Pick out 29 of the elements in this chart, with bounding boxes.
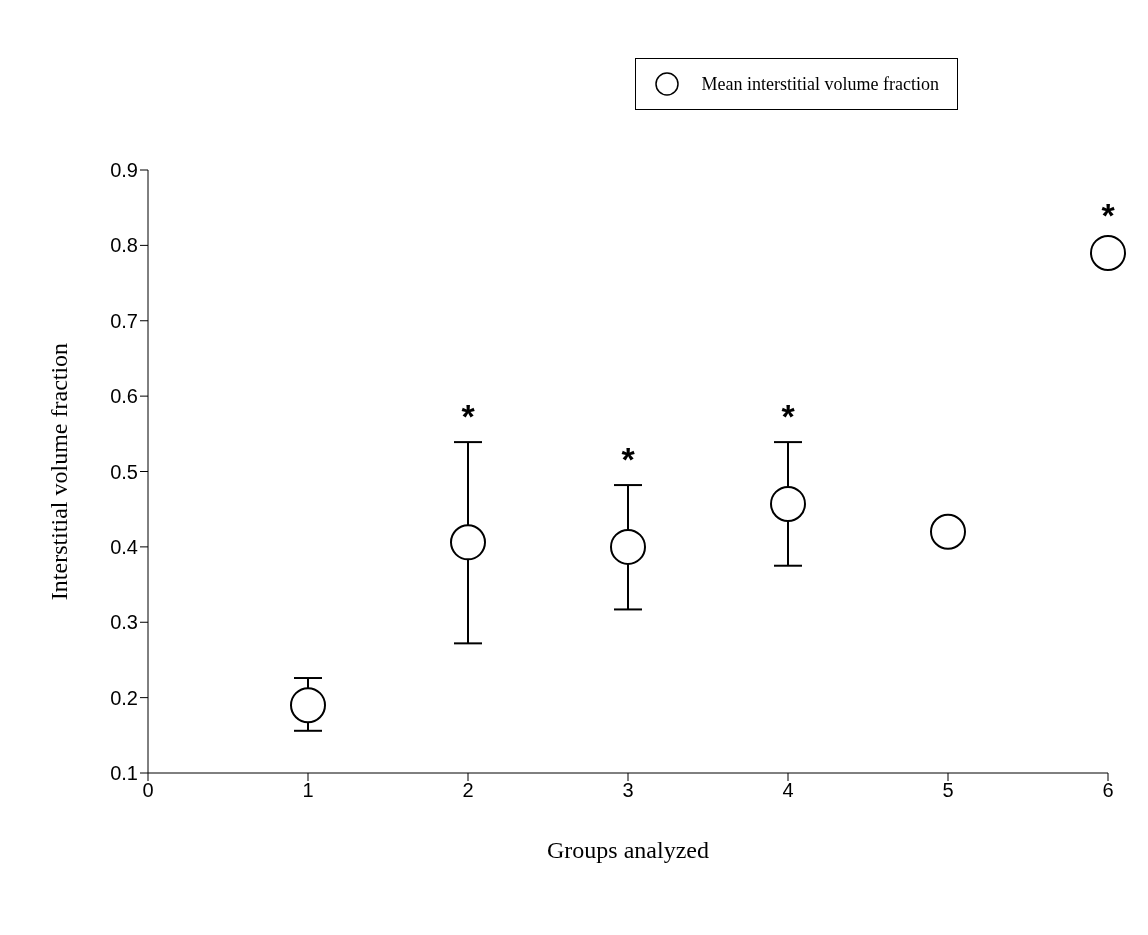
x-tick-label: 2 [462,779,474,802]
point [450,524,486,561]
annotation: * [621,440,636,479]
point [1090,234,1126,271]
y-tick-label: 0.8 [110,234,138,257]
x-tick-label: 1 [302,779,314,802]
legend-label: Mean interstitial volume fraction [701,73,939,95]
y-tick-label: 0.9 [110,159,138,182]
x-tick-label: 3 [622,779,634,802]
y-axis-title: Interstitial volume fraction [45,342,72,601]
y-tick-label: 0.6 [110,385,138,408]
point [290,687,326,724]
annotation: * [461,397,476,436]
y-tick-label: 0.5 [110,460,138,483]
y-tick-label: 0.1 [110,762,138,785]
point [610,528,646,565]
x-tick-label: 6 [1102,779,1114,802]
annotation: * [1101,195,1116,234]
point [770,485,806,522]
annotation: * [781,397,796,436]
x-tick-label: 5 [942,779,954,802]
y-tick-label: 0.7 [110,309,138,332]
x-tick-label: 0 [142,779,154,802]
y-tick-label: 0.3 [110,611,138,634]
point [930,513,966,550]
y-tick-label: 0.4 [110,535,138,558]
y-tick-label: 0.2 [110,686,138,709]
x-tick-label: 4 [782,779,794,802]
x-axis-title: Groups analyzed [547,837,709,863]
